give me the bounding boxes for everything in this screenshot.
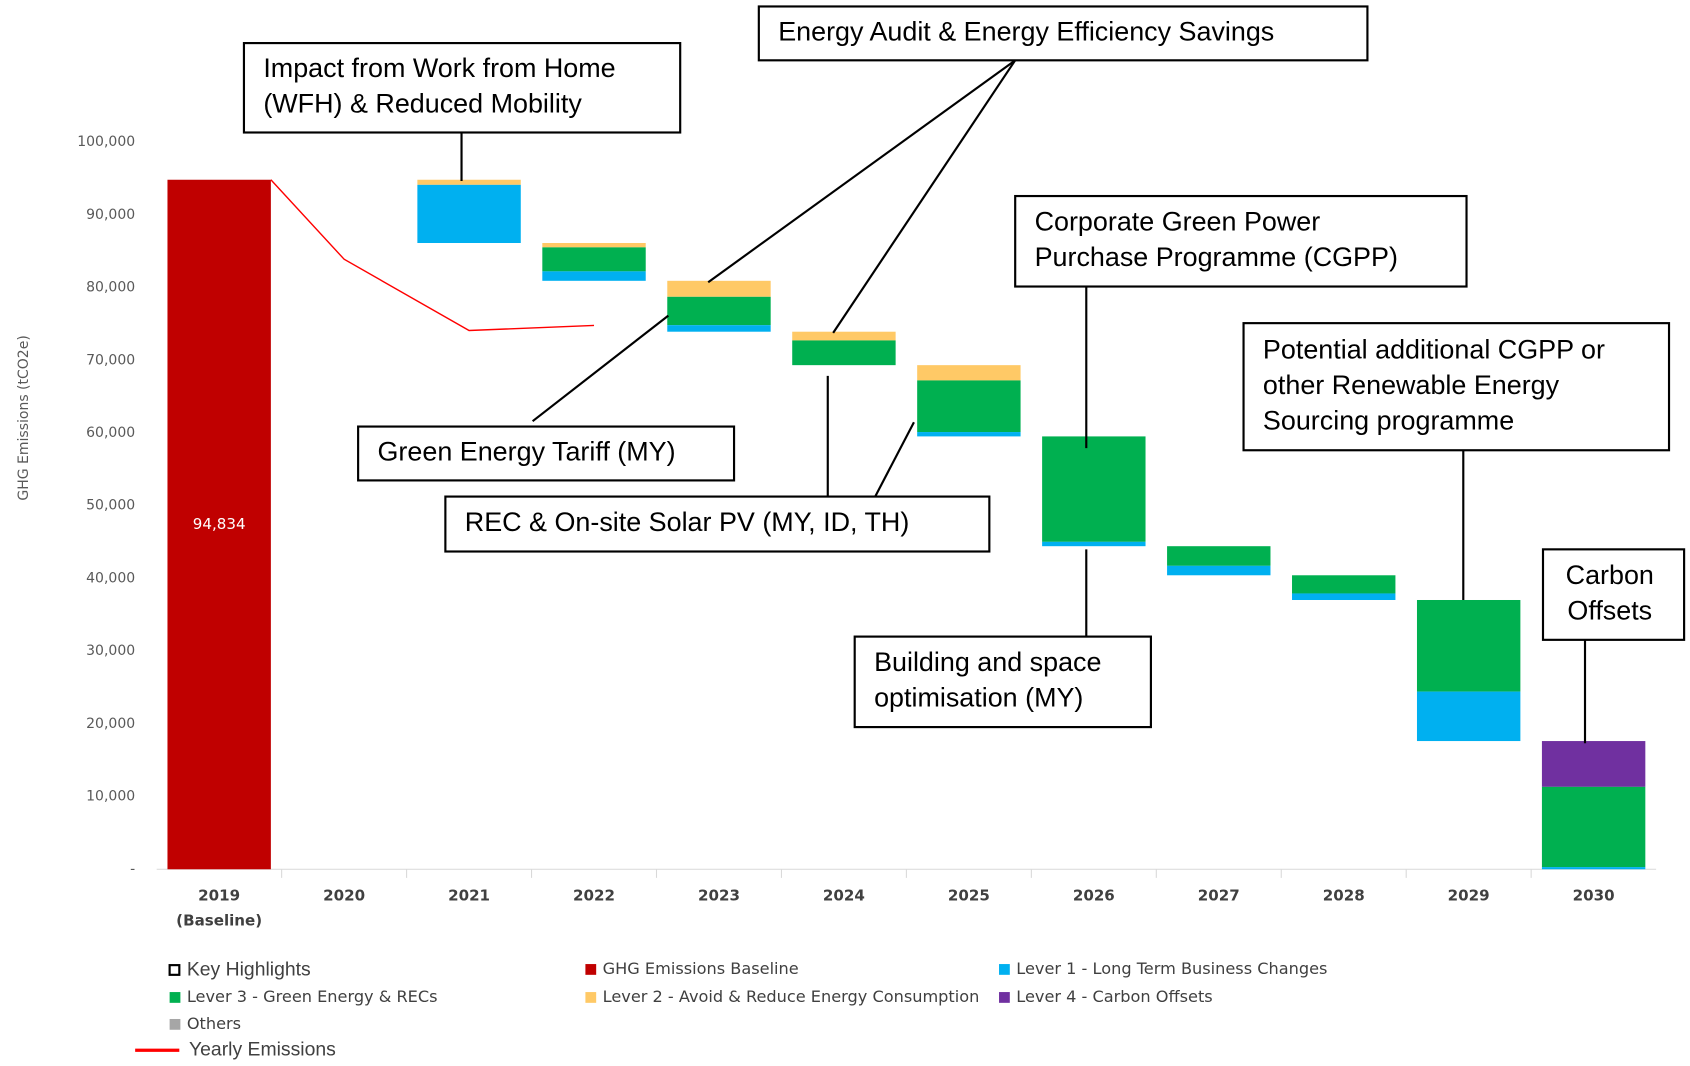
annotation-box bbox=[357, 425, 736, 482]
reduction-bar bbox=[667, 325, 771, 332]
annotation-text: (WFH) & Reduced Mobility bbox=[263, 89, 582, 119]
annotation-box bbox=[757, 5, 1369, 62]
category-note: (Baseline) bbox=[176, 911, 262, 929]
legend-label: Lever 3 - Green Energy & RECs bbox=[187, 987, 438, 1006]
annotation-text: Purchase Programme (CGPP) bbox=[1035, 242, 1398, 272]
x-tick-label: 2022 bbox=[573, 887, 615, 905]
legend-swatch bbox=[999, 992, 1010, 1003]
annotation-text: Energy Audit & Energy Efficiency Savings bbox=[778, 17, 1274, 47]
annotation-text: Impact from Work from Home bbox=[263, 53, 615, 83]
annotation-leader bbox=[531, 314, 670, 423]
annotation-leader bbox=[874, 421, 915, 498]
y-tick-label: - bbox=[130, 861, 135, 877]
annotation-box bbox=[242, 42, 682, 134]
reduction-bar bbox=[542, 243, 646, 248]
x-tick-label: 2023 bbox=[698, 887, 740, 905]
x-tick-label: 2025 bbox=[948, 887, 990, 905]
reduction-bar bbox=[1416, 691, 1521, 742]
x-tick-label: 2019 bbox=[198, 887, 240, 905]
annotation-text: Offsets bbox=[1567, 595, 1652, 625]
annotation-text: other Renewable Energy bbox=[1263, 370, 1560, 400]
y-tick-label: 40,000 bbox=[86, 570, 135, 586]
y-tick-label: 50,000 bbox=[86, 498, 135, 514]
legend-swatch bbox=[585, 992, 597, 1003]
reduction-bar bbox=[1292, 593, 1396, 600]
y-tick-label: 10,000 bbox=[86, 789, 135, 805]
y-tick-label: 100,000 bbox=[77, 134, 135, 150]
reduction-bar bbox=[1042, 436, 1146, 542]
annotation-text: Corporate Green Power bbox=[1035, 207, 1321, 237]
y-axis-label: GHG Emissions (tCO2e) bbox=[16, 335, 32, 500]
x-tick-label: 2030 bbox=[1573, 887, 1615, 905]
reduction-bar bbox=[792, 340, 896, 366]
reduction-bar bbox=[1167, 565, 1271, 576]
reduction-bar bbox=[542, 271, 646, 281]
annotation-text: Carbon bbox=[1566, 560, 1654, 590]
legend-label: Yearly Emissions bbox=[189, 1038, 336, 1060]
reduction-bar bbox=[667, 296, 771, 326]
x-tick-label: 2021 bbox=[448, 887, 490, 905]
y-tick-label: 70,000 bbox=[86, 352, 135, 368]
legend-label: Lever 1 - Long Term Business Changes bbox=[1016, 959, 1327, 978]
annotation-text: Building and space bbox=[874, 647, 1101, 677]
annotation-text: Potential additional CGPP or bbox=[1263, 334, 1605, 364]
legend-label: Key Highlights bbox=[187, 959, 311, 981]
y-tick-label: 80,000 bbox=[86, 280, 135, 296]
legend-swatch bbox=[999, 964, 1010, 975]
annotation-text: Green Energy Tariff (MY) bbox=[378, 437, 676, 467]
annotation-text: Sourcing programme bbox=[1263, 405, 1514, 435]
reduction-bar bbox=[667, 280, 771, 297]
legend-label: GHG Emissions Baseline bbox=[603, 959, 799, 978]
reduction-bar bbox=[917, 432, 1021, 437]
legend-swatch bbox=[168, 964, 181, 976]
annotation-box bbox=[853, 635, 1152, 729]
legend-label: Lever 2 - Avoid & Reduce Energy Consumpt… bbox=[603, 987, 980, 1006]
baseline-bar bbox=[167, 179, 271, 870]
reduction-bar bbox=[792, 331, 896, 341]
annotation-text: REC & On-site Solar PV (MY, ID, TH) bbox=[465, 507, 910, 537]
annotation-box bbox=[1014, 194, 1468, 288]
reduction-bar bbox=[1541, 867, 1646, 870]
y-tick-label: 90,000 bbox=[86, 207, 135, 223]
reduction-bar bbox=[1042, 541, 1146, 547]
data-label: 94,834 bbox=[193, 515, 246, 533]
legend-swatch bbox=[169, 1018, 181, 1030]
annotation-leader bbox=[832, 59, 1017, 334]
legend-swatch bbox=[169, 992, 181, 1003]
y-tick-label: 30,000 bbox=[86, 643, 135, 659]
reduction-bar bbox=[917, 380, 1021, 433]
y-tick-label: 60,000 bbox=[86, 425, 135, 441]
reduction-bar bbox=[1541, 786, 1646, 868]
reduction-bar bbox=[1541, 741, 1646, 787]
y-tick-label: 20,000 bbox=[86, 716, 135, 732]
annotation-text: optimisation (MY) bbox=[874, 683, 1083, 713]
reduction-bar bbox=[1416, 599, 1521, 692]
reduction-bar bbox=[917, 365, 1021, 381]
annotation-leader bbox=[707, 59, 1016, 284]
annotation-box bbox=[1541, 548, 1686, 641]
legend-swatch bbox=[585, 964, 597, 975]
reduction-bar bbox=[417, 184, 521, 244]
x-tick-label: 2026 bbox=[1073, 887, 1115, 905]
emissions-line bbox=[270, 179, 595, 332]
reduction-bar bbox=[542, 247, 646, 272]
x-tick-label: 2020 bbox=[323, 887, 365, 905]
x-tick-label: 2024 bbox=[823, 887, 865, 905]
annotation-box bbox=[444, 495, 991, 553]
x-tick-label: 2029 bbox=[1448, 887, 1490, 905]
annotation-box bbox=[1242, 322, 1671, 452]
reduction-bar bbox=[1292, 575, 1396, 594]
x-tick-label: 2027 bbox=[1198, 887, 1240, 905]
legend-label: Lever 4 - Carbon Offsets bbox=[1016, 987, 1212, 1006]
reduction-bar bbox=[1167, 546, 1271, 566]
legend-label: Others bbox=[187, 1014, 241, 1033]
reduction-bar bbox=[417, 179, 521, 185]
x-tick-label: 2028 bbox=[1323, 887, 1365, 905]
